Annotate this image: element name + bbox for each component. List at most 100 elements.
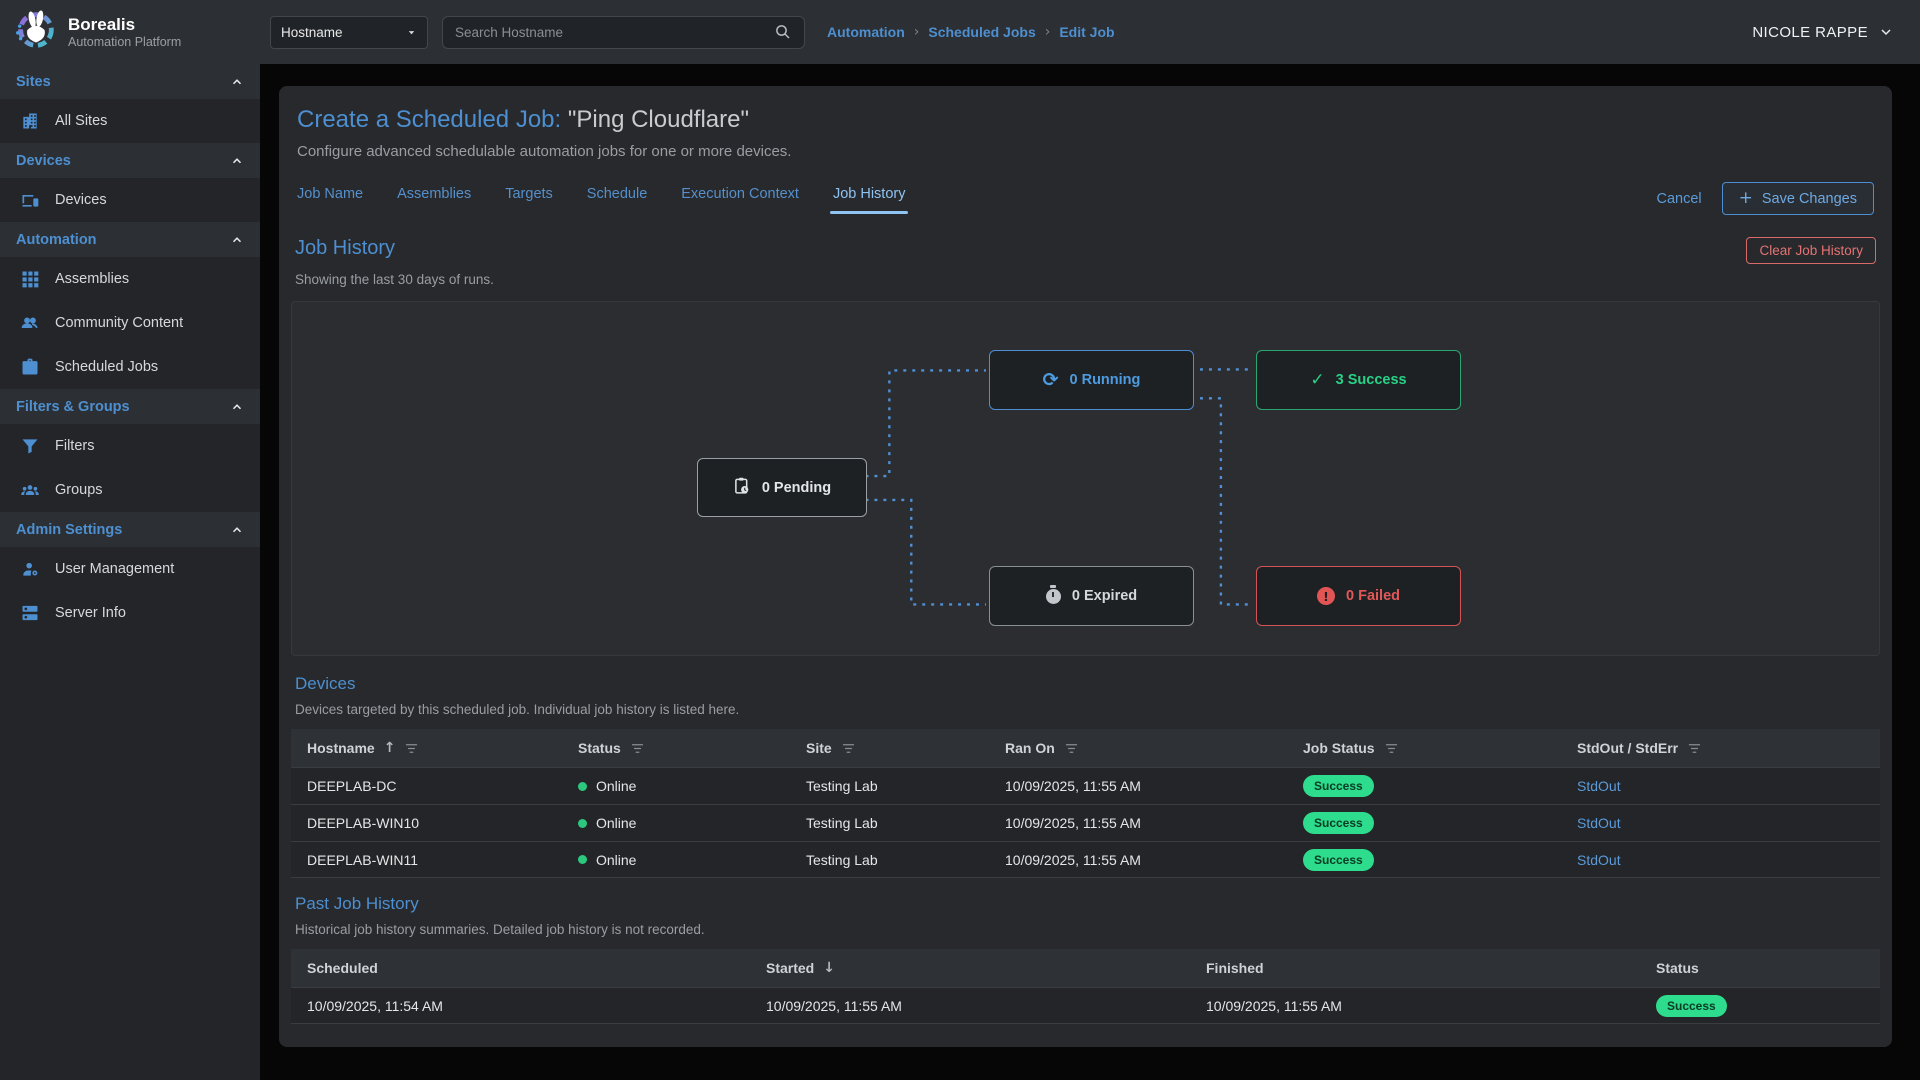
- status-cell: Online: [562, 815, 790, 831]
- sidebar-item-user-management[interactable]: User Management: [0, 547, 260, 591]
- tab-schedule[interactable]: Schedule: [586, 185, 648, 202]
- stdout-link[interactable]: StdOut: [1577, 778, 1621, 794]
- breadcrumb: Automation › Scheduled Jobs › Edit Job: [827, 24, 1115, 40]
- briefcase-icon: [20, 357, 40, 377]
- sidebar-item-label: Groups: [55, 482, 103, 498]
- sidebar-item-assemblies[interactable]: Assemblies: [0, 257, 260, 301]
- tab-bar: Job Name Assemblies Targets Schedule Exe…: [279, 182, 1892, 215]
- column-header-status[interactable]: Status: [1656, 960, 1699, 976]
- sidebar-item-label: Assemblies: [55, 271, 130, 287]
- sidebar-item-filters[interactable]: Filters: [0, 424, 260, 468]
- sidebar-section-admin-settings[interactable]: Admin Settings: [0, 512, 260, 547]
- sort-asc-icon: ↑: [383, 740, 396, 756]
- tab-execution-context[interactable]: Execution Context: [681, 185, 799, 202]
- job-status-flow-panel: 0 Pending ⟳ 0 Running ✓ 3 Success 0 Expi…: [291, 301, 1880, 656]
- pending-node-label: 0 Pending: [761, 479, 832, 496]
- table-row: 10/09/2025, 11:54 AM 10/09/2025, 11:55 A…: [291, 987, 1880, 1024]
- hostname-cell: DEEPLAB-WIN11: [307, 851, 418, 868]
- table-row: DEEPLAB-WIN10 Online Testing Lab 10/09/2…: [291, 804, 1880, 841]
- expired-node-label: 0 Expired: [1071, 588, 1138, 604]
- sidebar-item-groups[interactable]: Groups: [0, 468, 260, 512]
- column-header-status[interactable]: Status: [562, 740, 790, 756]
- column-header-job-status[interactable]: Job Status: [1287, 740, 1561, 756]
- column-header-hostname[interactable]: Hostname ↑: [291, 740, 562, 756]
- status-badge: Success: [1303, 848, 1374, 871]
- failed-node-label: 0 Failed: [1346, 588, 1400, 604]
- hostname-select[interactable]: Hostname: [270, 15, 428, 49]
- tab-assemblies[interactable]: Assemblies: [397, 185, 472, 202]
- chevron-down-icon: [1881, 29, 1891, 36]
- search-icon[interactable]: [774, 23, 792, 41]
- hostname-cell: DEEPLAB-WIN10: [307, 815, 420, 831]
- past-job-history-table: Scheduled Started ↓ Finished Status: [291, 949, 1880, 1024]
- sidebar-section-filters-groups[interactable]: Filters & Groups: [0, 389, 260, 424]
- chevron-up-icon: [232, 236, 242, 242]
- stdout-link[interactable]: StdOut: [1577, 815, 1621, 831]
- column-header-started[interactable]: Started ↓: [766, 960, 835, 976]
- sidebar-item-server-info[interactable]: Server Info: [0, 591, 260, 635]
- section-label: Sites: [16, 73, 51, 90]
- chevron-up-icon: [232, 526, 242, 532]
- column-header-site[interactable]: Site: [790, 740, 989, 756]
- brand-logo[interactable]: Borealis Automation Platform: [0, 0, 260, 64]
- sidebar-item-devices[interactable]: Devices: [0, 178, 260, 222]
- tab-job-history[interactable]: Job History: [829, 186, 908, 214]
- stdout-link[interactable]: StdOut: [1577, 851, 1621, 868]
- sidebar-item-label: Filters: [55, 438, 95, 454]
- topbar: Hostname Automation › Scheduled Jobs › E…: [260, 0, 1920, 64]
- clear-job-history-button[interactable]: Clear Job History: [1746, 237, 1876, 264]
- sidebar-item-all-sites[interactable]: All Sites: [0, 99, 260, 143]
- column-filter-icon[interactable]: [1687, 741, 1702, 756]
- sidebar-section-automation[interactable]: Automation: [0, 222, 260, 257]
- column-header-finished[interactable]: Finished: [1206, 960, 1264, 976]
- checkmark-icon: ✓: [1310, 369, 1325, 390]
- filter-icon: [20, 436, 40, 456]
- job-history-heading: Job History: [295, 237, 396, 259]
- save-changes-button[interactable]: + Save Changes: [1721, 182, 1874, 215]
- sidebar-item-label: User Management: [55, 561, 175, 577]
- devices-table-header: Hostname ↑ Status Site: [291, 729, 1880, 767]
- hostname-cell: DEEPLAB-DC: [307, 778, 397, 794]
- breadcrumb-automation[interactable]: Automation: [827, 24, 905, 40]
- breadcrumb-scheduled-jobs[interactable]: Scheduled Jobs: [928, 24, 1036, 40]
- cancel-button[interactable]: Cancel: [1656, 190, 1702, 207]
- sidebar-item-scheduled-jobs[interactable]: Scheduled Jobs: [0, 345, 260, 389]
- sidebar-section-sites[interactable]: Sites: [0, 64, 260, 99]
- page-title-prefix: Create a Scheduled Job:: [297, 106, 562, 133]
- site-cell: Testing Lab: [806, 778, 878, 794]
- column-filter-icon[interactable]: [404, 741, 419, 756]
- finished-cell: 10/09/2025, 11:55 AM: [1206, 997, 1342, 1014]
- search-box[interactable]: [442, 15, 805, 49]
- job-status-cell: Success: [1287, 848, 1561, 871]
- ran-on-cell: 10/09/2025, 11:55 AM: [1005, 815, 1141, 831]
- column-header-stdout-stderr[interactable]: StdOut / StdErr: [1561, 740, 1880, 756]
- flow-connectors: [865, 368, 1252, 606]
- clipboard-clock-icon: [733, 477, 751, 499]
- breadcrumb-edit-job[interactable]: Edit Job: [1059, 24, 1115, 40]
- stopwatch-icon: [1045, 584, 1061, 604]
- failed-node: ! 0 Failed: [1256, 566, 1461, 626]
- edit-job-card: Create a Scheduled Job: "Ping Cloudflare…: [279, 86, 1892, 1047]
- search-input[interactable]: [455, 24, 774, 40]
- user-menu[interactable]: NICOLE RAPPE: [1752, 24, 1894, 41]
- tab-job-name[interactable]: Job Name: [297, 185, 364, 202]
- column-header-ran-on[interactable]: Ran On: [989, 740, 1287, 756]
- site-cell: Testing Lab: [806, 851, 878, 868]
- column-header-scheduled[interactable]: Scheduled: [307, 960, 378, 976]
- column-filter-icon[interactable]: [1064, 741, 1079, 756]
- section-label: Filters & Groups: [16, 398, 130, 415]
- column-filter-icon[interactable]: [841, 741, 856, 756]
- tab-targets[interactable]: Targets: [505, 185, 553, 202]
- page-title-job-name: "Ping Cloudflare": [561, 106, 749, 133]
- status-cell: Online: [562, 778, 790, 794]
- scheduled-cell: 10/09/2025, 11:54 AM: [307, 997, 443, 1014]
- section-label: Admin Settings: [16, 521, 123, 538]
- column-filter-icon[interactable]: [630, 741, 645, 756]
- column-filter-icon[interactable]: [1384, 741, 1399, 756]
- sidebar-section-devices[interactable]: Devices: [0, 143, 260, 178]
- save-changes-label: Save Changes: [1761, 190, 1857, 207]
- chevron-up-icon: [232, 78, 242, 84]
- sidebar-item-community-content[interactable]: Community Content: [0, 301, 260, 345]
- pending-node: 0 Pending: [697, 458, 867, 517]
- user-icon: [20, 559, 40, 579]
